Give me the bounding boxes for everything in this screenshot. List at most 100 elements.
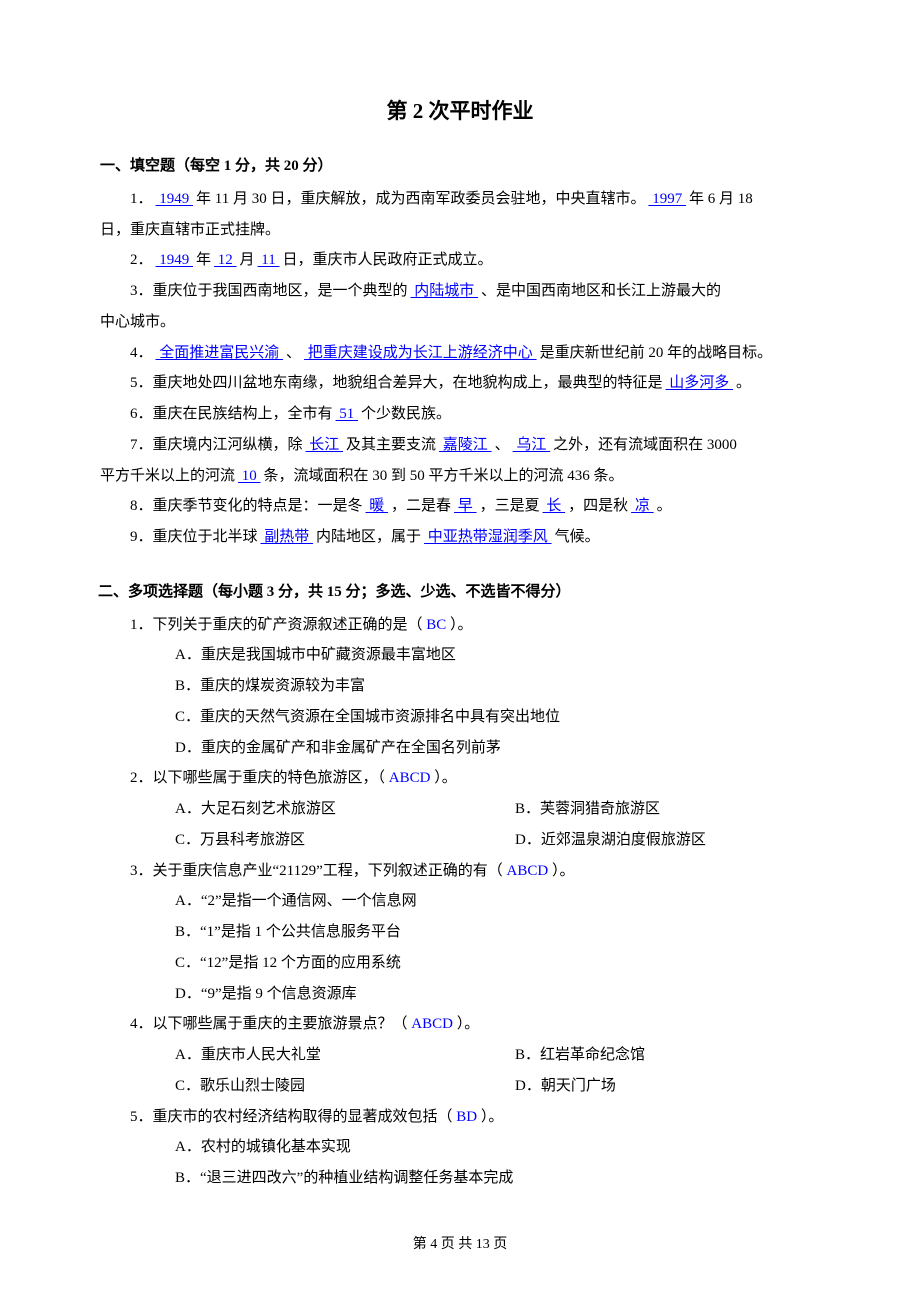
blank: 中亚热带湿润季风: [421, 529, 555, 545]
fill-q3-cont: 中心城市。: [100, 307, 820, 338]
blank: 把重庆建设成为长江上游经济中心: [301, 345, 540, 361]
mc-q2-row1: A．大足石刻艺术旅游区 B．芙蓉洞猎奇旅游区: [100, 794, 820, 825]
text: 中心城市。: [100, 314, 175, 330]
text: 4．: [130, 345, 153, 361]
mc-q4-row2: C．歌乐山烈士陵园 D．朝天门广场: [100, 1071, 820, 1102]
answer: BC: [426, 617, 446, 633]
blank: 内陆城市: [408, 283, 482, 299]
text: 2．: [130, 252, 153, 268]
stem: ）。: [430, 770, 456, 786]
stem: 1．下列关于重庆的矿产资源叙述正确的是（: [130, 617, 426, 633]
mc-q3-C: C．“12”是指 12 个方面的应用系统: [100, 948, 820, 979]
text: 气候。: [555, 529, 600, 545]
mc-q4-B: B．红岩革命纪念馆: [515, 1040, 645, 1071]
text: 。: [736, 375, 751, 391]
mc-q5-B: B．“退三进四改六”的种植业结构调整任务基本完成: [100, 1163, 820, 1194]
stem: 4．以下哪些属于重庆的主要旅游景点？（: [130, 1016, 411, 1032]
text: 是重庆新世纪前 20 年的战略目标。: [540, 345, 773, 361]
text: ，四是秋: [568, 498, 628, 514]
mc-q3: 3．关于重庆信息产业“21129”工程，下列叙述正确的有（ ABCD ）。: [100, 856, 820, 887]
fill-q6: 6．重庆在民族结构上，全市有 51 个少数民族。: [100, 399, 820, 430]
page: 第 2 次平时作业 一、填空题（每空 1 分，共 20 分） 1． 1949 年…: [0, 0, 920, 1302]
mc-q1-B: B．重庆的煤炭资源较为丰富: [100, 671, 820, 702]
mc-q3-D: D．“9”是指 9 个信息资源库: [100, 979, 820, 1010]
blank: 早: [451, 498, 480, 514]
mc-q4-A: A．重庆市人民大礼堂: [175, 1040, 515, 1071]
blank: 凉: [628, 498, 657, 514]
fill-q8: 8．重庆季节变化的特点是：一是冬 暖 ，二是春 早 ，三是夏 长 ，四是秋 凉 …: [100, 491, 820, 522]
stem: 5．重庆市的农村经济结构取得的显著成效包括（: [130, 1109, 456, 1125]
text: 之外，还有流域面积在 3000: [553, 437, 737, 453]
mc-q5: 5．重庆市的农村经济结构取得的显著成效包括（ BD ）。: [100, 1102, 820, 1133]
blank: 10: [235, 468, 264, 484]
blank: 长: [540, 498, 569, 514]
blank: 1949: [153, 252, 197, 268]
blank: 全面推进富民兴渝: [153, 345, 287, 361]
text: 条，流域面积在 30 到 50 平方千米以上的河流 436 条。: [264, 468, 624, 484]
text: 6．重庆在民族结构上，全市有: [130, 406, 333, 422]
page-title: 第 2 次平时作业: [100, 90, 820, 133]
blank: 嘉陵江: [436, 437, 495, 453]
text: ，三是夏: [480, 498, 540, 514]
text: 月: [240, 252, 255, 268]
mc-q2-B: B．芙蓉洞猎奇旅游区: [515, 794, 660, 825]
answer: ABCD: [411, 1016, 453, 1032]
fill-q7-cont: 平方千米以上的河流 10 条，流域面积在 30 到 50 平方千米以上的河流 4…: [100, 461, 820, 492]
mc-q4-D: D．朝天门广场: [515, 1071, 616, 1102]
text: 5．重庆地处四川盆地东南缘，地貌组合差异大，在地貌构成上，最典型的特征是: [130, 375, 663, 391]
mc-q2-A: A．大足石刻艺术旅游区: [175, 794, 515, 825]
fill-q2: 2． 1949 年 12 月 11 日，重庆市人民政府正式成立。: [100, 245, 820, 276]
fill-q5: 5．重庆地处四川盆地东南缘，地貌组合差异大，在地貌构成上，最典型的特征是 山多河…: [100, 368, 820, 399]
text: 个少数民族。: [361, 406, 451, 422]
fill-q1: 1． 1949 年 11 月 30 日，重庆解放，成为西南军政委员会驻地，中央直…: [100, 184, 820, 215]
blank: 12: [211, 252, 240, 268]
text: 、: [286, 345, 301, 361]
mc-q3-B: B．“1”是指 1 个公共信息服务平台: [100, 917, 820, 948]
fill-q3: 3．重庆位于我国西南地区，是一个典型的 内陆城市 、是中国西南地区和长江上游最大…: [100, 276, 820, 307]
text: 1．: [130, 191, 153, 207]
text: 年 11 月 30 日，重庆解放，成为西南军政委员会驻地，中央直辖市。: [196, 191, 645, 207]
mc-q2-C: C．万县科考旅游区: [175, 825, 515, 856]
stem: ）。: [446, 617, 472, 633]
text: 平方千米以上的河流: [100, 468, 235, 484]
stem: 3．关于重庆信息产业“21129”工程，下列叙述正确的有（: [130, 863, 507, 879]
mc-q2-D: D．近郊温泉湖泊度假旅游区: [515, 825, 706, 856]
blank: 1949: [153, 191, 197, 207]
mc-q1-D: D．重庆的金属矿产和非金属矿产在全国名列前茅: [100, 733, 820, 764]
text: 年: [196, 252, 211, 268]
stem: 2．以下哪些属于重庆的特色旅游区，（: [130, 770, 389, 786]
blank: 11: [255, 252, 283, 268]
blank: 副热带: [258, 529, 317, 545]
mc-q1-C: C．重庆的天然气资源在全国城市资源排名中具有突出地位: [100, 702, 820, 733]
text: 日，重庆市人民政府正式成立。: [283, 252, 493, 268]
fill-q1-cont: 日，重庆直辖市正式挂牌。: [100, 215, 820, 246]
answer: ABCD: [389, 770, 431, 786]
text: 9．重庆位于北半球: [130, 529, 258, 545]
mc-q1: 1．下列关于重庆的矿产资源叙述正确的是（ BC ）。: [100, 610, 820, 641]
page-footer: 第 4 页 共 13 页: [0, 1231, 920, 1260]
fill-q7: 7．重庆境内江河纵横，除 长江 及其主要支流 嘉陵江 、 乌江 之外，还有流域面…: [100, 430, 820, 461]
blank: 1997: [645, 191, 689, 207]
mc-q4-row1: A．重庆市人民大礼堂 B．红岩革命纪念馆: [100, 1040, 820, 1071]
mc-q4-C: C．歌乐山烈士陵园: [175, 1071, 515, 1102]
text: 日，重庆直辖市正式挂牌。: [100, 222, 280, 238]
stem: ）。: [477, 1109, 503, 1125]
text: 、是中国西南地区和长江上游最大的: [481, 283, 721, 299]
text: 7．重庆境内江河纵横，除: [130, 437, 303, 453]
stem: ）。: [453, 1016, 479, 1032]
mc-q5-A: A．农村的城镇化基本实现: [100, 1132, 820, 1163]
answer: ABCD: [507, 863, 549, 879]
blank: 51: [333, 406, 362, 422]
mc-q3-A: A．“2”是指一个通信网、一个信息网: [100, 886, 820, 917]
text: 。: [657, 498, 672, 514]
text: 内陆地区，属于: [316, 529, 421, 545]
text: 、: [495, 437, 510, 453]
blank: 暖: [363, 498, 392, 514]
stem: ）。: [548, 863, 574, 879]
mc-q1-A: A．重庆是我国城市中矿藏资源最丰富地区: [100, 640, 820, 671]
answer: BD: [456, 1109, 477, 1125]
section2-title: 二、多项选择题（每小题 3 分，共 15 分；多选、少选、不选皆不得分）: [98, 577, 820, 608]
text: 及其主要支流: [346, 437, 436, 453]
fill-q9: 9．重庆位于北半球 副热带 内陆地区，属于 中亚热带湿润季风 气候。: [100, 522, 820, 553]
text: ，二是春: [391, 498, 451, 514]
